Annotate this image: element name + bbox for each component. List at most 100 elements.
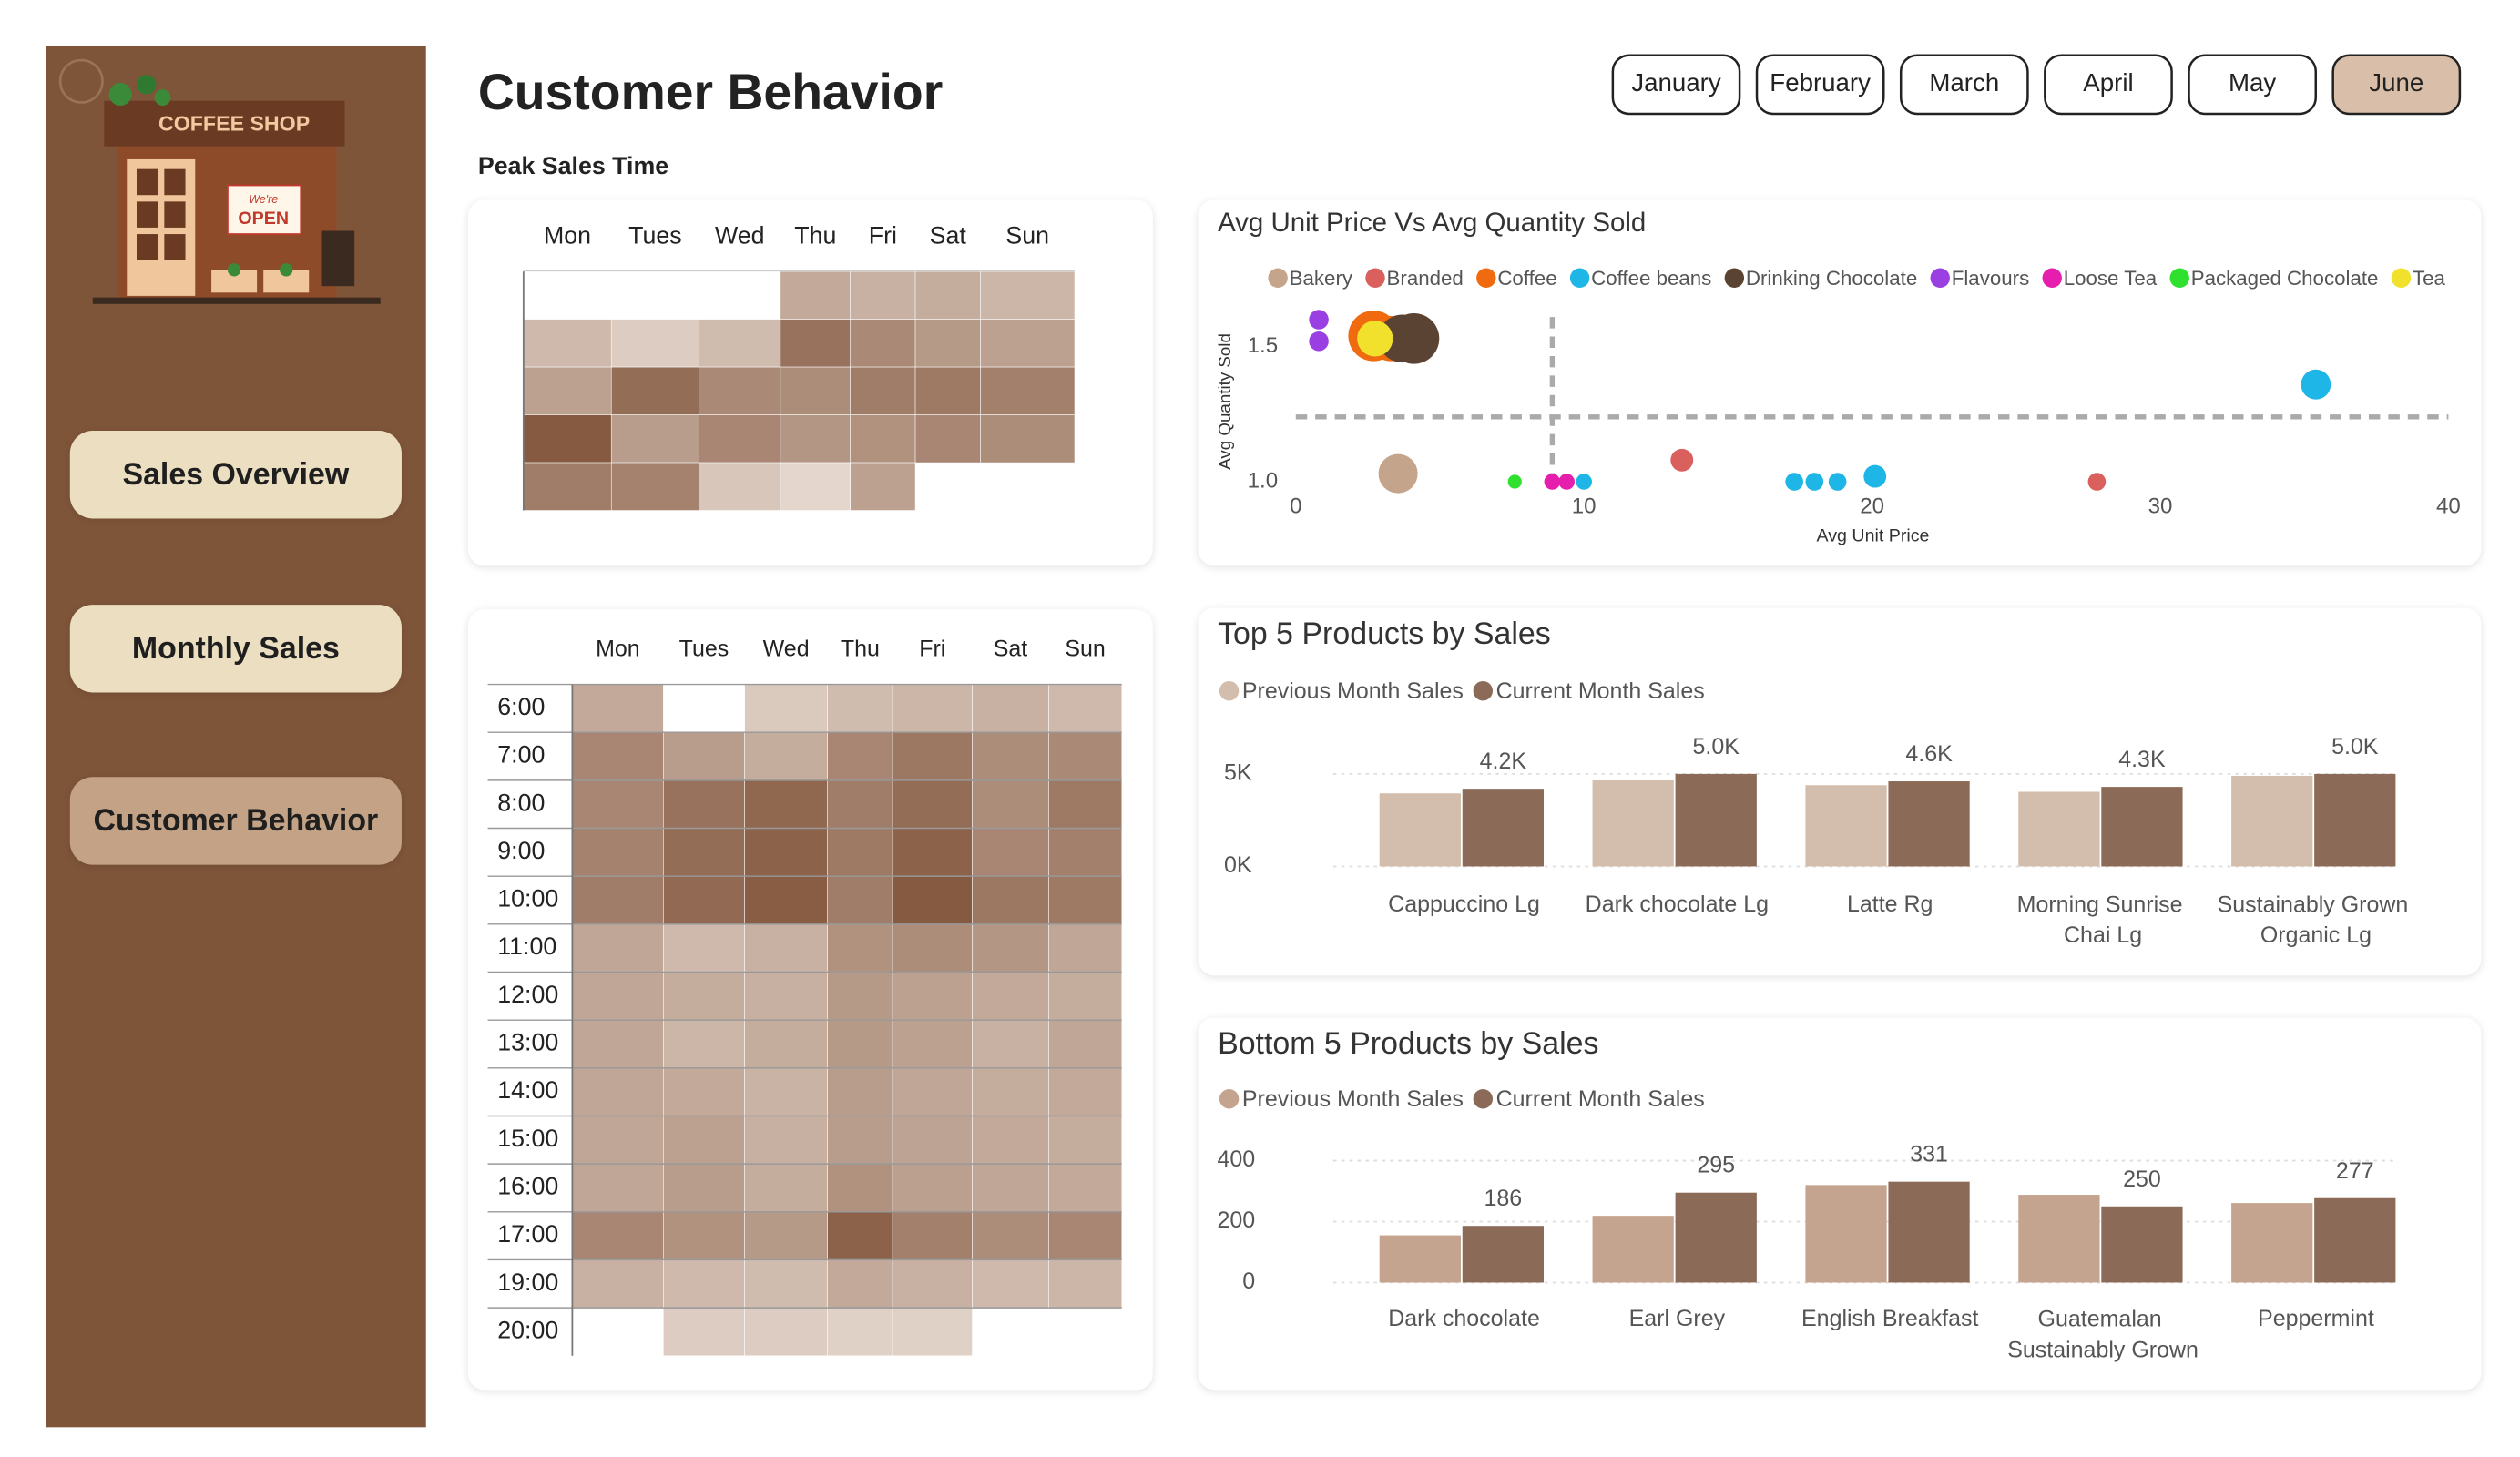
heat-cell xyxy=(850,414,916,464)
month-button-label[interactable]: January xyxy=(1631,68,1721,97)
bar xyxy=(1888,781,1970,867)
heat-cell xyxy=(744,972,828,1021)
bar xyxy=(2018,791,2100,867)
row-label: 10:00 xyxy=(497,885,558,912)
scatter-point xyxy=(1309,310,1329,330)
heat-cell xyxy=(914,414,981,464)
heat-cell xyxy=(827,1067,893,1116)
column-label: Tues xyxy=(628,222,682,250)
y-tick-label: 5K xyxy=(1224,759,1252,785)
heat-cell xyxy=(572,684,664,733)
heat-cell xyxy=(914,270,981,320)
bar xyxy=(1592,1216,1674,1283)
nav-button-label[interactable]: Customer Behavior xyxy=(93,803,378,838)
bar xyxy=(1675,1192,1757,1283)
heat-cell xyxy=(972,684,1049,733)
legend-label: Flavours xyxy=(1952,267,2030,290)
heat-cell xyxy=(744,1019,828,1069)
data-label: 4.2K xyxy=(1480,749,1527,774)
bar xyxy=(1462,1226,1545,1283)
month-button[interactable] xyxy=(1899,54,2029,116)
legend-label: Coffee beans xyxy=(1591,267,1711,290)
x-tick-label: Morning Sunrise Chai Lg xyxy=(2017,892,2189,948)
column-label: Tues xyxy=(679,637,729,662)
heat-cell xyxy=(827,875,893,925)
heat-cell xyxy=(744,1116,828,1165)
plant xyxy=(154,89,171,107)
heat-cell xyxy=(850,462,916,511)
chart-title: Bottom 5 Products by Sales xyxy=(1218,1026,1598,1061)
legend-label: Coffee xyxy=(1497,267,1556,290)
bar xyxy=(1379,1235,1461,1283)
door-window xyxy=(136,201,158,228)
heat-cell xyxy=(972,1211,1049,1260)
data-label: 331 xyxy=(1910,1142,1948,1167)
month-button-label[interactable]: June xyxy=(2369,68,2423,97)
column-label: Sat xyxy=(994,637,1028,662)
shop-base xyxy=(92,297,381,304)
heat-cell xyxy=(1048,684,1123,733)
heat-cell xyxy=(572,1211,664,1260)
door-window xyxy=(136,168,158,196)
legend-label: Current Month Sales xyxy=(1496,1086,1705,1112)
chart-title: Top 5 Products by Sales xyxy=(1218,616,1551,651)
nav-button-label[interactable]: Sales Overview xyxy=(122,457,349,492)
heat-cell xyxy=(780,414,851,464)
heat-cell xyxy=(744,1067,828,1116)
shop-awning xyxy=(104,100,345,147)
month-button-label[interactable]: May xyxy=(2229,68,2276,97)
nav-button[interactable] xyxy=(69,605,402,693)
heat-cell xyxy=(572,828,664,877)
heat-cell xyxy=(972,1259,1049,1309)
heat-cell xyxy=(980,270,1076,320)
nav-button[interactable] xyxy=(69,431,402,519)
bar xyxy=(2231,1203,2313,1283)
legend-label: Packaged Chocolate xyxy=(2191,267,2379,290)
legend-marker xyxy=(1473,680,1494,701)
month-button[interactable] xyxy=(2188,54,2318,116)
month-button[interactable] xyxy=(2331,54,2462,116)
heat-cell xyxy=(972,972,1049,1021)
month-button-label[interactable]: April xyxy=(2083,68,2133,97)
bar xyxy=(1675,773,1757,867)
heat-cell xyxy=(972,1163,1049,1213)
heat-cell xyxy=(523,319,612,368)
scatter-point xyxy=(1863,464,1887,488)
month-button-label[interactable]: February xyxy=(1770,68,1871,97)
heat-cell xyxy=(572,1163,664,1213)
heat-cell xyxy=(663,731,745,781)
row-label: 11:00 xyxy=(497,932,556,960)
month-button[interactable] xyxy=(2044,54,2173,116)
scatter-point xyxy=(1544,474,1561,490)
column-label: Thu xyxy=(794,222,836,250)
heat-cell xyxy=(972,923,1049,973)
heat-cell xyxy=(663,923,745,973)
y-tick-label: 400 xyxy=(1217,1146,1255,1172)
heat-cell xyxy=(663,1116,745,1165)
plant xyxy=(280,263,293,277)
heat-cell xyxy=(827,779,893,829)
heat-cell xyxy=(699,319,781,368)
heat-cell xyxy=(892,1259,973,1309)
month-button-label[interactable]: March xyxy=(1929,68,1999,97)
legend-label: Branded xyxy=(1387,267,1464,290)
nav-button[interactable] xyxy=(69,777,402,865)
month-button[interactable] xyxy=(1611,54,1741,116)
heat-cell xyxy=(892,1163,973,1213)
legend-marker xyxy=(1930,268,1950,288)
bar xyxy=(1379,793,1461,867)
back-button[interactable] xyxy=(58,58,104,104)
heat-cell xyxy=(744,1307,828,1357)
bar xyxy=(1592,780,1674,867)
nav-button-label[interactable]: Monthly Sales xyxy=(132,631,340,666)
column-label: Sun xyxy=(1005,222,1049,250)
heat-cell xyxy=(663,972,745,1021)
column-label: Mon xyxy=(596,637,640,662)
x-tick-label: Dark chocolate xyxy=(1388,1306,1540,1331)
heat-cell xyxy=(744,1259,828,1309)
heat-cell xyxy=(744,875,828,925)
row-label: 17:00 xyxy=(497,1220,558,1248)
scatter-point xyxy=(1378,453,1418,494)
month-button[interactable] xyxy=(1755,54,1885,116)
legend-marker xyxy=(1724,268,1745,288)
